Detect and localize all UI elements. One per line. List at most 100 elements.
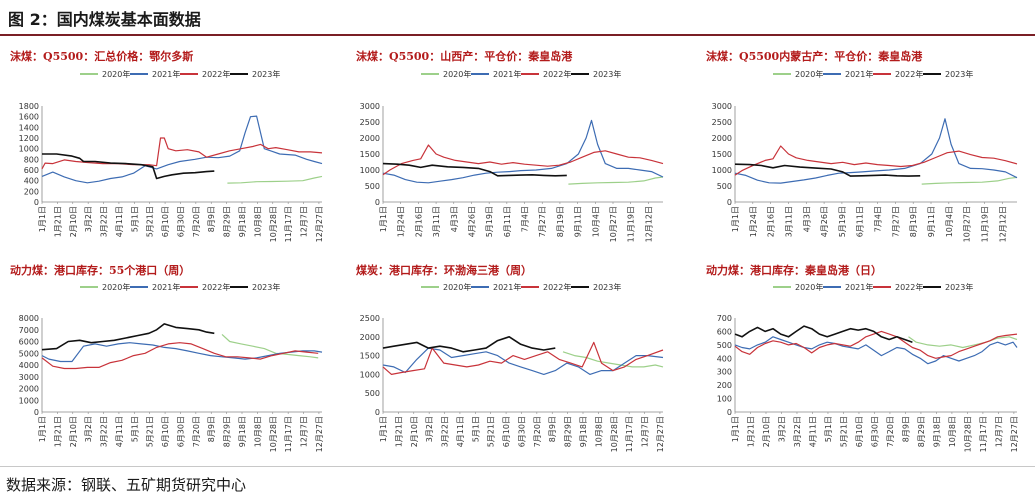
panel-title-5: 煤炭：港口库存：环渤海三港（周） — [356, 264, 532, 277]
series-line-2023 — [382, 162, 567, 177]
y-tick-label: 500 — [717, 182, 732, 191]
x-tick-label: 1月1日 — [38, 416, 47, 442]
x-tick-label: 4月11日 — [808, 416, 817, 447]
x-tick-label: 11月17日 — [284, 206, 293, 242]
y-tick-label: 1800 — [19, 102, 39, 111]
y-tick-label: 600 — [717, 327, 732, 336]
x-tick-label: 9月11日 — [927, 206, 936, 237]
series-line-2021 — [41, 115, 323, 184]
y-tick-label: 800 — [24, 155, 39, 164]
y-tick-label: 1000 — [19, 145, 39, 154]
x-tick-label: 1月1日 — [379, 206, 388, 232]
panel-title-6: 动力煤：港口库存：秦皇岛港（日） — [706, 264, 882, 277]
y-tick-label: 6000 — [19, 338, 39, 347]
x-tick-label: 8月19日 — [909, 206, 918, 237]
y-tick-label: 3000 — [19, 373, 39, 382]
x-tick-label: 5月21日 — [146, 206, 155, 237]
y-tick-label: 3000 — [712, 102, 732, 111]
y-tick-label: 0 — [375, 408, 380, 417]
y-tick-label: 1200 — [19, 134, 39, 143]
y-tick-label: 300 — [717, 368, 732, 377]
x-tick-label: 3月2日 — [425, 416, 434, 442]
x-tick-label: 7月4日 — [874, 206, 883, 232]
x-tick-label: 9月11日 — [574, 206, 583, 237]
chart-2: 0 500 1000 1500 2000 2500 3000 1月1日 1月24日 2月16日 3月… — [360, 69, 664, 242]
legend-label: 2022年 — [202, 282, 230, 292]
x-tick-label: 5月19日 — [485, 206, 494, 237]
legend-label: 2020年 — [795, 69, 823, 79]
x-tick-label: 1月1日 — [38, 206, 47, 232]
x-tick-label: 2月10日 — [410, 416, 419, 447]
x-tick-label: 7月27日 — [538, 206, 547, 237]
y-tick-label: 1000 — [19, 396, 39, 405]
y-tick-label: 1500 — [360, 150, 380, 159]
x-tick-label: 5月21日 — [146, 416, 155, 447]
y-tick-label: 2000 — [712, 134, 732, 143]
x-tick-label: 10月8日 — [253, 206, 262, 237]
series-line-2022 — [41, 342, 319, 370]
x-tick-label: 7月20日 — [886, 416, 895, 447]
y-tick-label: 0 — [375, 198, 380, 207]
legend-label: 2023年 — [593, 69, 621, 79]
y-tick-label: 0 — [34, 198, 39, 207]
x-tick-label: 4月11日 — [456, 416, 465, 447]
y-tick-label: 1000 — [712, 166, 732, 175]
x-tick-label: 6月11日 — [503, 206, 512, 237]
legend-label: 2022年 — [543, 282, 571, 292]
y-tick-label: 5000 — [19, 349, 39, 358]
series-line-2023 — [734, 325, 913, 343]
y-tick-label: 700 — [717, 314, 732, 323]
source-note: 数据来源：钢联、五矿期货研究中心 — [6, 476, 247, 494]
x-tick-label: 9月18日 — [238, 206, 247, 237]
y-tick-label: 2000 — [360, 333, 380, 342]
y-tick-label: 1000 — [360, 370, 380, 379]
y-tick-label: 7000 — [19, 326, 39, 335]
x-tick-label: 6月10日 — [855, 416, 864, 447]
x-tick-label: 3月2日 — [777, 416, 786, 442]
x-tick-label: 3月22日 — [793, 416, 802, 447]
source-rule — [0, 466, 1035, 467]
x-tick-label: 12月7日 — [641, 416, 650, 447]
x-tick-label: 7月20日 — [533, 416, 542, 447]
title-rule — [0, 34, 1035, 36]
legend-label: 2020年 — [102, 69, 130, 79]
x-tick-label: 11月17日 — [979, 416, 988, 452]
series-line-2023 — [41, 323, 215, 351]
y-tick-label: 1400 — [19, 123, 39, 132]
series-line-2023 — [734, 163, 921, 177]
x-tick-label: 10月4日 — [945, 206, 954, 237]
y-tick-label: 400 — [717, 354, 732, 363]
panel-title-3: 沫煤：Q5500内蒙古产：平仓价：秦皇岛港 — [706, 50, 923, 63]
x-tick-label: 12月12日 — [998, 206, 1007, 242]
x-tick-label: 10月8日 — [253, 416, 262, 447]
x-tick-label: 9月18日 — [238, 416, 247, 447]
legend-label: 2020年 — [443, 282, 471, 292]
legend-label: 2023年 — [945, 69, 973, 79]
chart-5: 0 500 1000 1500 2000 2500 1月1日 1月21日 2月10日 3月2日 3月… — [360, 282, 665, 452]
y-tick-label: 0 — [727, 408, 732, 417]
x-tick-label: 8月29日 — [564, 416, 573, 447]
y-tick-label: 2500 — [712, 118, 732, 127]
x-tick-label: 5月1日 — [824, 416, 833, 442]
y-tick-label: 0 — [727, 198, 732, 207]
series-line-2020 — [227, 175, 323, 184]
series-line-2023 — [42, 153, 215, 180]
y-tick-label: 1500 — [712, 150, 732, 159]
panel-title-1: 沫煤：Q5500：汇总价格：鄂尔多斯 — [10, 50, 194, 63]
x-tick-label: 12月27日 — [656, 416, 665, 452]
x-tick-label: 8月9日 — [901, 416, 910, 442]
x-tick-label: 1月24日 — [749, 206, 758, 237]
y-tick-label: 0 — [34, 408, 39, 417]
y-tick-label: 2000 — [19, 385, 39, 394]
y-tick-label: 1600 — [19, 113, 39, 122]
x-tick-label: 4月26日 — [467, 206, 476, 237]
x-tick-label: 2月10日 — [69, 416, 78, 447]
x-tick-label: 6月10日 — [161, 206, 170, 237]
x-tick-label: 1月21日 — [394, 416, 403, 447]
x-tick-label: 4月3日 — [802, 206, 811, 232]
x-tick-label: 5月1日 — [130, 206, 139, 232]
x-tick-label: 2月10日 — [69, 206, 78, 237]
x-tick-label: 10月28日 — [963, 416, 972, 452]
legend-label: 2021年 — [493, 282, 521, 292]
y-tick-label: 8000 — [19, 314, 39, 323]
